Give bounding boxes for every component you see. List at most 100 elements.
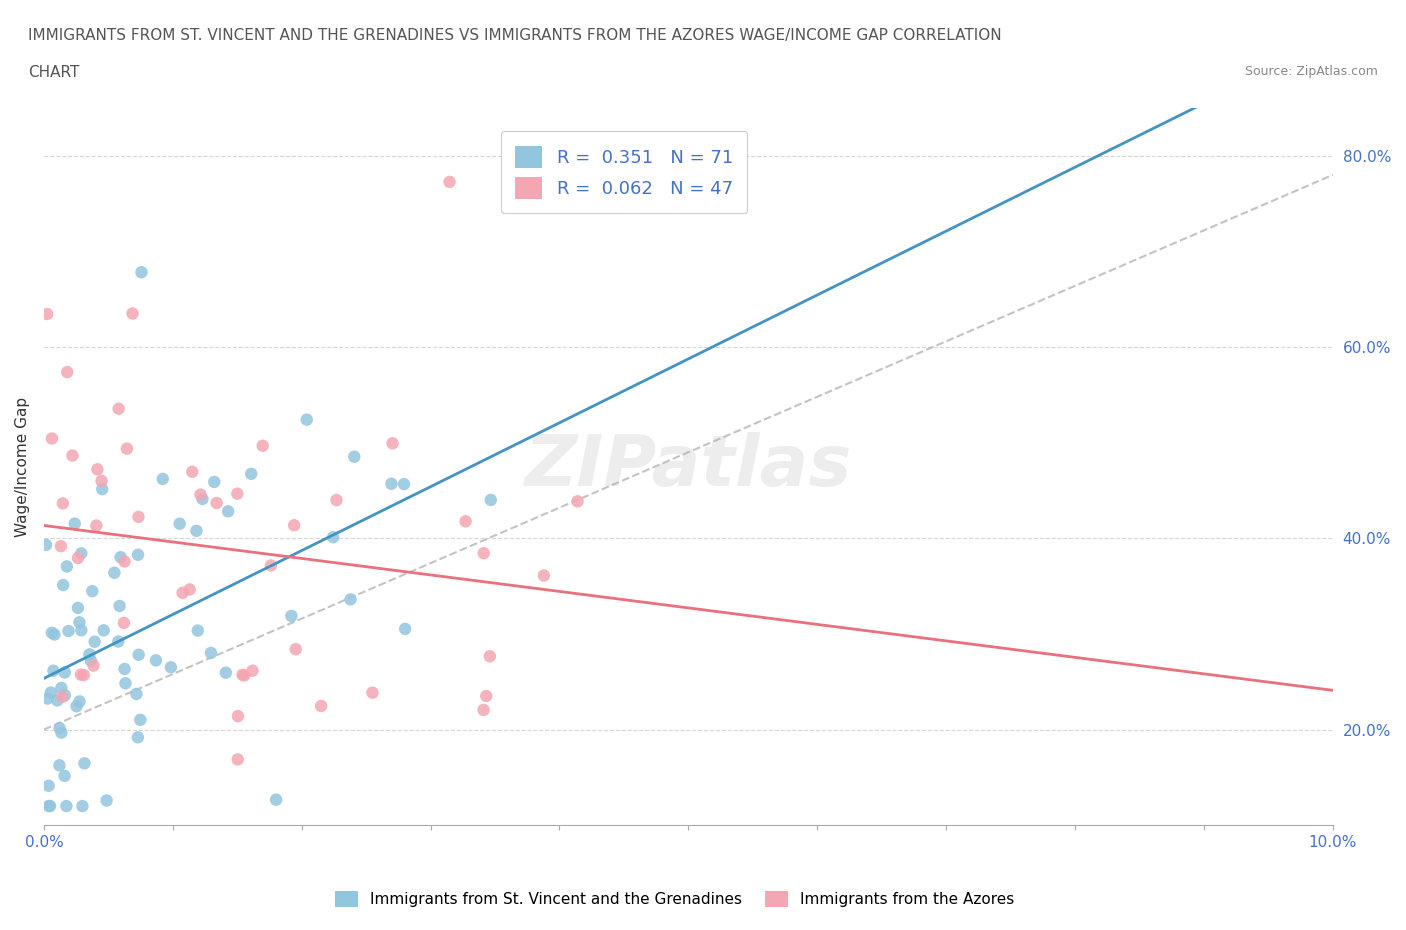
- Point: [226, 486, 249, 501]
- Point: [83, 658, 105, 673]
- Point: [127, 730, 149, 745]
- Point: [439, 175, 461, 190]
- Point: [121, 306, 143, 321]
- Point: [191, 491, 214, 506]
- Point: [309, 698, 332, 713]
- Point: [46, 693, 69, 708]
- Point: [392, 477, 415, 492]
- Point: [394, 621, 416, 636]
- Point: [53, 688, 76, 703]
- Point: [264, 792, 287, 807]
- Point: [66, 551, 89, 565]
- Point: [53, 768, 76, 783]
- Legend: R =  0.351   N = 71, R =  0.062   N = 47: R = 0.351 N = 71, R = 0.062 N = 47: [501, 131, 747, 213]
- Point: [169, 516, 191, 531]
- Point: [478, 649, 501, 664]
- Point: [280, 608, 302, 623]
- Point: [73, 668, 96, 683]
- Point: [96, 793, 118, 808]
- Point: [51, 681, 73, 696]
- Point: [361, 685, 384, 700]
- Point: [37, 691, 59, 706]
- Point: [93, 623, 115, 638]
- Point: [73, 756, 96, 771]
- Point: [69, 694, 91, 709]
- Point: [39, 685, 62, 700]
- Point: [62, 448, 84, 463]
- Point: [108, 599, 131, 614]
- Point: [190, 487, 212, 502]
- Point: [129, 712, 152, 727]
- Point: [53, 665, 76, 680]
- Point: [107, 634, 129, 649]
- Point: [48, 721, 70, 736]
- Point: [114, 661, 136, 676]
- Point: [339, 592, 361, 607]
- Point: [160, 660, 183, 675]
- Point: [83, 634, 105, 649]
- Point: [41, 431, 63, 445]
- Point: [37, 307, 59, 322]
- Point: [51, 689, 73, 704]
- Point: [70, 623, 93, 638]
- Point: [65, 698, 87, 713]
- Point: [343, 449, 366, 464]
- Point: [79, 647, 101, 662]
- Point: [52, 496, 75, 511]
- Point: [231, 668, 253, 683]
- Point: [51, 725, 73, 740]
- Point: [35, 538, 58, 552]
- Point: [127, 510, 149, 525]
- Point: [179, 582, 201, 597]
- Point: [284, 642, 307, 657]
- Point: [44, 627, 66, 642]
- Point: [479, 493, 502, 508]
- Point: [41, 625, 63, 640]
- Point: [454, 514, 477, 529]
- Point: [202, 474, 225, 489]
- Point: [242, 663, 264, 678]
- Point: [125, 686, 148, 701]
- Point: [70, 667, 93, 682]
- Point: [533, 568, 555, 583]
- Point: [226, 752, 249, 767]
- Point: [145, 653, 167, 668]
- Legend: Immigrants from St. Vincent and the Grenadines, Immigrants from the Azores: Immigrants from St. Vincent and the Gren…: [329, 884, 1021, 913]
- Point: [115, 441, 138, 456]
- Point: [112, 616, 135, 631]
- Point: [128, 647, 150, 662]
- Point: [114, 676, 136, 691]
- Point: [187, 623, 209, 638]
- Point: [107, 401, 129, 416]
- Point: [283, 518, 305, 533]
- Point: [215, 665, 238, 680]
- Point: [91, 482, 114, 497]
- Y-axis label: Wage/Income Gap: Wage/Income Gap: [15, 396, 30, 537]
- Point: [295, 412, 318, 427]
- Point: [80, 653, 103, 668]
- Point: [38, 778, 60, 793]
- Point: [86, 462, 108, 477]
- Point: [472, 702, 495, 717]
- Point: [66, 601, 89, 616]
- Point: [114, 554, 136, 569]
- Point: [38, 799, 60, 814]
- Point: [110, 550, 132, 565]
- Point: [240, 467, 263, 482]
- Point: [233, 668, 256, 683]
- Point: [58, 624, 80, 639]
- Point: [217, 504, 239, 519]
- Point: [42, 663, 65, 678]
- Point: [322, 530, 344, 545]
- Text: ZIPatlas: ZIPatlas: [524, 432, 852, 501]
- Point: [86, 518, 108, 533]
- Point: [475, 688, 498, 703]
- Point: [72, 799, 94, 814]
- Point: [127, 548, 149, 563]
- Point: [52, 578, 75, 592]
- Point: [56, 365, 79, 379]
- Point: [67, 615, 90, 630]
- Point: [82, 584, 104, 599]
- Point: [380, 476, 402, 491]
- Point: [63, 516, 86, 531]
